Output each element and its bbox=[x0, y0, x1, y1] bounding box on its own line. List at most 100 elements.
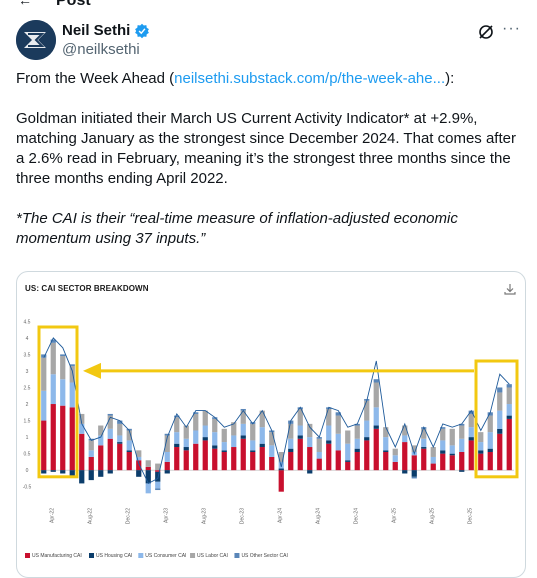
bar-segment-other bbox=[506, 384, 512, 388]
bar-segment-consumer bbox=[402, 435, 408, 443]
bar-segment-manufacturing bbox=[69, 407, 75, 471]
bar-segment-labor bbox=[60, 356, 66, 380]
bar-segment-housing bbox=[88, 470, 94, 481]
bar-segment-manufacturing bbox=[392, 461, 398, 471]
tweet-paragraph-2: Goldman initiated their March US Current… bbox=[16, 110, 516, 187]
bar-segment-consumer bbox=[202, 425, 208, 438]
author-handle[interactable]: @neilksethi bbox=[62, 41, 140, 58]
y-tick-label: 4 bbox=[26, 336, 29, 342]
bar-segment-housing bbox=[421, 447, 427, 449]
bar-segment-manufacturing bbox=[402, 442, 408, 471]
bar-segment-labor bbox=[117, 423, 123, 436]
bar-segment-manufacturing bbox=[411, 455, 417, 471]
bar-segment-housing bbox=[50, 470, 56, 472]
bar-segment-manufacturing bbox=[316, 458, 322, 471]
bar-segment-consumer bbox=[183, 438, 189, 448]
bar-segment-manufacturing bbox=[288, 451, 294, 471]
tweet-paragraph-3: *The CAI is their “real-time measure of … bbox=[16, 210, 458, 247]
bar-segment-labor bbox=[69, 365, 75, 383]
bar-segment-labor bbox=[41, 357, 47, 391]
bar-segment-labor bbox=[88, 440, 94, 451]
bar-segment-other bbox=[240, 408, 246, 411]
bar-segment-other bbox=[440, 427, 446, 429]
bar-segment-other bbox=[354, 423, 360, 426]
legend-swatch-manufacturing bbox=[25, 553, 30, 558]
bar-segment-consumer bbox=[259, 427, 265, 444]
bar-segment-labor bbox=[126, 430, 132, 441]
bar-segment-manufacturing bbox=[259, 447, 265, 471]
bar-segment-manufacturing bbox=[478, 453, 484, 471]
bar-segment-manufacturing bbox=[117, 443, 123, 471]
bar-segment-consumer bbox=[449, 445, 455, 454]
bar-segment-manufacturing bbox=[183, 450, 189, 471]
x-tick-label: Aug-25 bbox=[429, 508, 435, 524]
bar-segment-labor bbox=[269, 432, 275, 446]
bar-segment-consumer bbox=[50, 374, 56, 405]
bar-segment-other bbox=[69, 364, 75, 366]
bar-segment-manufacturing bbox=[202, 440, 208, 471]
bar-segment-labor bbox=[240, 410, 246, 424]
x-tick-label: Aug-22 bbox=[87, 508, 93, 524]
back-arrow-icon[interactable]: ← bbox=[18, 0, 32, 8]
bar-segment-consumer bbox=[468, 427, 474, 438]
x-tick-label: Aug-23 bbox=[201, 508, 207, 524]
x-tick-label: Dec-24 bbox=[353, 508, 359, 524]
grok-icon[interactable] bbox=[477, 23, 495, 41]
bar-segment-manufacturing bbox=[60, 405, 66, 471]
bar-segment-manufacturing bbox=[126, 451, 132, 471]
bar-segment-labor bbox=[164, 435, 170, 452]
legend-label-labor: US Labor CAI bbox=[197, 553, 228, 559]
author-display-name[interactable]: Neil Sethi bbox=[62, 22, 131, 39]
avatar[interactable] bbox=[16, 20, 56, 60]
bar-segment-manufacturing bbox=[212, 448, 218, 471]
more-options-icon[interactable]: ··· bbox=[502, 20, 521, 37]
bar-segment-labor bbox=[145, 460, 151, 467]
bar-segment-manufacturing bbox=[231, 447, 237, 471]
bar-segment-labor bbox=[497, 392, 503, 411]
tweet-link[interactable]: neilsethi.substack.com/p/the-week-ahe... bbox=[174, 70, 446, 87]
bar-segment-manufacturing bbox=[79, 433, 85, 471]
attached-image-card[interactable]: US: CAI SECTOR BREAKDOWN 4.5 4 3.5 3 2.5 2 1.5… bbox=[16, 271, 526, 578]
bar-segment-consumer bbox=[69, 382, 75, 408]
bar-segment-consumer bbox=[383, 437, 389, 451]
bar-segment-manufacturing bbox=[345, 461, 351, 471]
bar-segment-manufacturing bbox=[164, 461, 170, 471]
bar-segment-housing bbox=[345, 460, 351, 462]
bar-segment-housing bbox=[98, 470, 104, 477]
bar-segment-other bbox=[126, 428, 132, 431]
y-tick-label: 0.5 bbox=[24, 452, 31, 458]
bar-segment-consumer bbox=[440, 440, 446, 451]
bar-segment-labor bbox=[136, 450, 142, 457]
bar-segment-manufacturing bbox=[88, 456, 94, 471]
bar-segment-consumer bbox=[164, 451, 170, 462]
bar-segment-manufacturing bbox=[506, 418, 512, 471]
bar-segment-housing bbox=[174, 443, 180, 448]
bar-segment-consumer bbox=[316, 451, 322, 459]
bar-segment-housing bbox=[278, 468, 284, 471]
legend-swatch-labor bbox=[190, 553, 196, 558]
chart-title: US: CAI SECTOR BREAKDOWN bbox=[25, 284, 149, 293]
bar-segment-housing bbox=[326, 440, 332, 444]
bar-segment-other bbox=[411, 476, 417, 479]
bar-segment-labor bbox=[79, 413, 85, 424]
download-icon[interactable] bbox=[503, 282, 517, 296]
bar-segment-other bbox=[468, 410, 474, 414]
bar-segment-labor bbox=[468, 413, 474, 428]
bar-segment-housing bbox=[373, 425, 379, 429]
bar-segment-consumer bbox=[430, 456, 436, 464]
bar-segment-consumer bbox=[497, 410, 503, 429]
bar-segment-manufacturing bbox=[297, 438, 303, 471]
bar-segment-labor bbox=[335, 415, 341, 434]
bar-segment-labor bbox=[478, 432, 484, 443]
bar-segment-manufacturing bbox=[497, 433, 503, 471]
x-tick-label: Apr-24 bbox=[277, 508, 283, 523]
bar-segment-consumer bbox=[364, 420, 370, 438]
bar-segment-housing bbox=[126, 450, 132, 452]
bar-segment-housing bbox=[497, 428, 503, 434]
x-tick-label: Dec-25 bbox=[467, 508, 473, 524]
bar-segment-labor bbox=[183, 425, 189, 439]
x-tick-label: Dec-22 bbox=[125, 508, 131, 524]
bar-segment-consumer bbox=[174, 432, 180, 444]
legend-label-other: US Other Sector CAI bbox=[241, 553, 287, 559]
avatar-logo-icon bbox=[16, 20, 56, 60]
